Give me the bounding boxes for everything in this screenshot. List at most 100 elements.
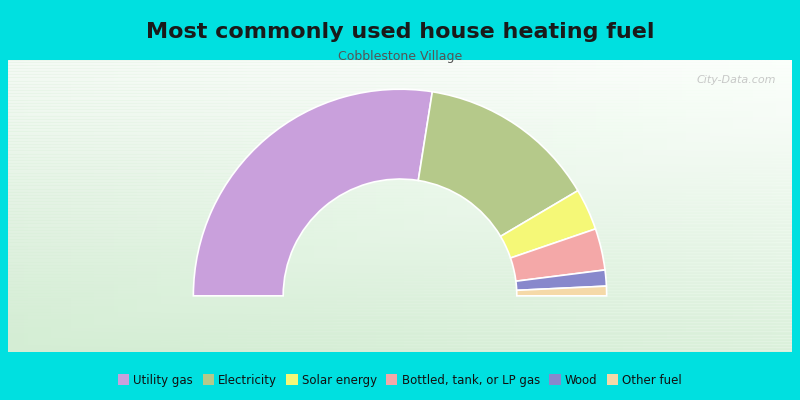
Bar (8, 250, 792, 251)
Bar (31, 60, 35, 352)
Bar (745, 60, 749, 352)
Bar (8, 172, 792, 174)
Bar (710, 60, 714, 352)
Bar (8, 248, 792, 250)
Bar (784, 60, 788, 352)
Bar (534, 60, 538, 352)
Bar (8, 184, 792, 186)
Bar (8, 149, 792, 150)
Bar (494, 60, 498, 352)
Bar (627, 60, 631, 352)
Bar (286, 60, 290, 352)
Bar (8, 171, 792, 172)
Bar (208, 60, 212, 352)
Bar (8, 156, 792, 158)
Bar (404, 60, 408, 352)
Bar (470, 60, 474, 352)
Bar (761, 60, 765, 352)
Bar (8, 304, 792, 305)
Bar (8, 117, 792, 118)
Bar (8, 137, 792, 139)
Bar (8, 270, 792, 272)
Bar (573, 60, 576, 352)
Bar (67, 60, 70, 352)
Bar (8, 155, 792, 156)
Bar (8, 224, 792, 225)
Bar (459, 60, 462, 352)
Bar (8, 266, 792, 267)
Bar (8, 82, 792, 83)
Bar (8, 76, 792, 78)
Bar (306, 60, 310, 352)
Bar (59, 60, 63, 352)
Bar (8, 349, 792, 350)
Bar (55, 60, 59, 352)
Bar (8, 273, 792, 275)
Bar (8, 70, 792, 72)
Bar (780, 60, 784, 352)
Bar (94, 60, 98, 352)
Bar (8, 232, 792, 234)
Bar (726, 60, 730, 352)
Bar (278, 60, 282, 352)
Bar (106, 60, 110, 352)
Bar (8, 295, 792, 296)
Bar (8, 181, 792, 183)
Bar (694, 60, 698, 352)
Bar (462, 60, 466, 352)
Bar (8, 177, 792, 178)
Bar (486, 60, 490, 352)
Bar (247, 60, 251, 352)
Bar (541, 60, 545, 352)
Bar (8, 194, 792, 196)
Bar (8, 246, 792, 247)
Bar (538, 60, 541, 352)
Bar (8, 209, 792, 210)
Bar (451, 60, 455, 352)
Bar (565, 60, 569, 352)
Bar (8, 338, 792, 339)
Bar (251, 60, 255, 352)
Wedge shape (418, 92, 578, 236)
Bar (773, 60, 776, 352)
Bar (749, 60, 753, 352)
Bar (427, 60, 431, 352)
Bar (361, 60, 365, 352)
Bar (420, 60, 423, 352)
Bar (8, 83, 792, 85)
Bar (8, 175, 792, 177)
Bar (788, 60, 792, 352)
Bar (259, 60, 262, 352)
Bar (8, 162, 792, 164)
Bar (157, 60, 161, 352)
Bar (8, 146, 792, 148)
Bar (8, 191, 792, 193)
Bar (8, 190, 792, 191)
Bar (235, 60, 239, 352)
Bar (8, 257, 792, 258)
Bar (734, 60, 737, 352)
Bar (8, 129, 792, 130)
Bar (478, 60, 482, 352)
Bar (8, 95, 792, 96)
Bar (8, 256, 792, 257)
Bar (670, 60, 674, 352)
Bar (8, 263, 792, 264)
Bar (400, 60, 404, 352)
Text: Cobblestone Village: Cobblestone Village (338, 50, 462, 63)
Bar (730, 60, 734, 352)
Wedge shape (194, 89, 432, 296)
Bar (545, 60, 549, 352)
Bar (8, 307, 792, 308)
Bar (8, 102, 792, 104)
Bar (8, 85, 792, 86)
Bar (8, 340, 792, 342)
Bar (220, 60, 224, 352)
Bar (8, 334, 792, 336)
Bar (631, 60, 635, 352)
Bar (612, 60, 616, 352)
Bar (8, 238, 792, 240)
Bar (8, 112, 792, 114)
Bar (8, 168, 792, 170)
Bar (518, 60, 522, 352)
